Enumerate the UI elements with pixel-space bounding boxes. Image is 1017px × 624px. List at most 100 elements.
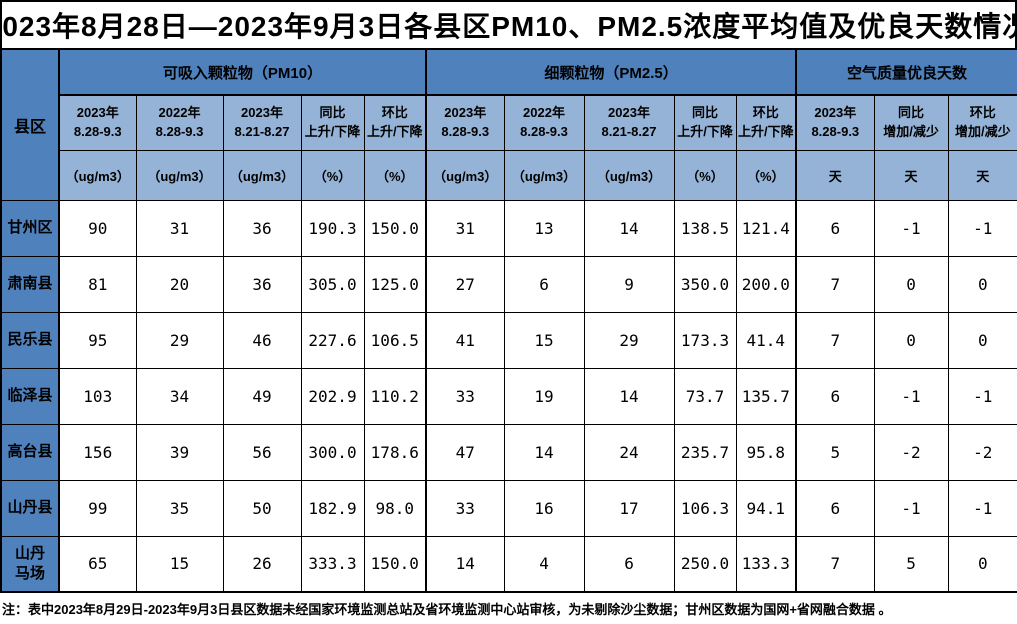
row-label: 肃南县 — [0, 255, 60, 313]
table-row: 临泽县 103 34 49 202.9 110.2 33 19 14 73.7 135.7 6 -1 -1 — [0, 367, 1017, 425]
period-header: 2022年 8.28-9.3 — [135, 94, 224, 151]
value-cell: 81 — [58, 255, 137, 313]
period-line-top: 同比 — [319, 104, 346, 120]
unit-header: （ug/m3） — [222, 149, 302, 201]
table-row: 肃南县 81 20 36 305.0 125.0 27 6 9 350.0 200.0 7 0 0 — [0, 255, 1017, 313]
value-cell: 13 — [503, 199, 585, 257]
period-header: 环比 上升/下降 — [363, 94, 427, 151]
value-cell: -1 — [873, 479, 949, 537]
unit-header: （%） — [673, 149, 737, 201]
value-cell: 333.3 — [300, 535, 365, 593]
value-cell: -1 — [873, 367, 949, 425]
period-header: 同比上升/下降 — [300, 94, 365, 151]
period-line-bottom: 8.21-8.27 — [601, 123, 657, 139]
table-row: 甘州区 90 31 36 190.3 150.0 31 13 14 138.5 121.4 6 -1 -1 — [0, 199, 1017, 257]
value-cell: 135.7 — [735, 367, 797, 425]
value-cell: 24 — [583, 423, 675, 481]
value-cell: 26 — [222, 535, 302, 593]
value-cell: 190.3 — [300, 199, 365, 257]
value-cell: 95 — [58, 311, 137, 369]
period-line-top: 环比 — [969, 104, 996, 120]
value-cell: 106.5 — [363, 311, 427, 369]
value-cell: 9 — [583, 255, 675, 313]
period-header: 环比上升/下降 — [735, 94, 797, 151]
value-cell: 106.3 — [673, 479, 737, 537]
period-line-top: 环比 — [752, 104, 779, 120]
value-cell: 14 — [425, 535, 505, 593]
value-cell: 15 — [135, 535, 224, 593]
value-cell: 29 — [135, 311, 224, 369]
period-line-bottom: 8.28-9.3 — [155, 123, 204, 139]
value-cell: 41.4 — [735, 311, 797, 369]
value-cell: 150.0 — [363, 199, 427, 257]
value-cell: -2 — [947, 423, 1017, 481]
value-cell: 138.5 — [673, 199, 737, 257]
period-line-bottom: 8.28-9.3 — [811, 123, 860, 139]
value-cell: 350.0 — [673, 255, 737, 313]
period-line-bottom: 上升/下降 — [737, 123, 794, 139]
table-row: 高台县 156 39 56 300.0 178.6 47 14 24 235.7 95.8 5 -2 -2 — [0, 423, 1017, 481]
value-cell: 36 — [222, 255, 302, 313]
table-row: 山丹县 99 35 50 182.9 98.0 33 16 17 106.3 94.1 6 -1 -1 — [0, 479, 1017, 537]
unit-header: （%） — [735, 149, 797, 201]
value-cell: 20 — [135, 255, 224, 313]
value-cell: 16 — [503, 479, 585, 537]
value-cell: 121.4 — [735, 199, 797, 257]
value-cell: 34 — [135, 367, 224, 425]
value-cell: 0 — [947, 535, 1017, 593]
value-cell: 6 — [795, 367, 875, 425]
unit-header: （ug/m3） — [503, 149, 585, 201]
unit-header: 天 — [873, 149, 949, 201]
value-cell: 182.9 — [300, 479, 365, 537]
period-line-bottom: 上升/下降 — [677, 123, 733, 139]
period-line-top: 2022年 — [523, 104, 565, 120]
table-row: 民乐县 95 29 46 227.6 106.5 41 15 29 173.3 41.4 7 0 0 — [0, 311, 1017, 369]
period-line-bottom: 上升/下降 — [304, 123, 361, 139]
value-cell: 7 — [795, 255, 875, 313]
row-label: 民乐县 — [0, 311, 60, 369]
row-label: 山丹 马场 — [0, 535, 60, 593]
period-header: 环比 增加/减少 — [947, 94, 1017, 151]
value-cell: 0 — [947, 255, 1017, 313]
value-cell: 39 — [135, 423, 224, 481]
value-cell: 300.0 — [300, 423, 365, 481]
unit-header: （ug/m3） — [583, 149, 675, 201]
unit-header: 天 — [947, 149, 1017, 201]
value-cell: 227.6 — [300, 311, 365, 369]
unit-header: 天 — [795, 149, 875, 201]
row-label: 甘州区 — [0, 199, 60, 257]
group-header-1: 可吸入颗粒物（PM10） — [57, 48, 427, 96]
period-header: 2023年 8.21-8.27 — [583, 94, 675, 151]
footnote: 注：表中2023年8月29日-2023年9月3日县区数据未经国家环境监测总站及省… — [2, 602, 892, 617]
value-cell: 6 — [503, 255, 585, 313]
value-cell: 33 — [425, 479, 505, 537]
header-row-groups: 县区 可吸入颗粒物（PM10） 细颗粒物（PM2.5） 空气质量优良天数 — [0, 48, 1017, 201]
value-cell: 133.3 — [735, 535, 797, 593]
period-header: 2023年 8.28-9.3 — [58, 94, 137, 151]
period-line-top: 2023年 — [608, 104, 650, 120]
table-row: 山丹 马场 65 15 26 333.3 150.0 14 4 6 250.0 133.3 7 5 0 — [0, 535, 1017, 593]
period-line-bottom: 8.28-9.3 — [73, 123, 122, 139]
value-cell: 6 — [795, 479, 875, 537]
period-header: 同比 增加/减少 — [873, 94, 949, 151]
value-cell: 4 — [503, 535, 585, 593]
table-body: 甘州区 90 31 36 190.3 150.0 31 13 14 138.5 121.4 6 -1 -1… — [0, 199, 1017, 593]
period-header: 2023年 8.28-9.3 — [425, 94, 505, 151]
table-header: 县区 可吸入颗粒物（PM10） 细颗粒物（PM2.5） 空气质量优良天数 2023年 8.… — [0, 48, 1017, 201]
page-title: 2023年8月28日—2023年9月3日各县区PM10、PM2.5浓度平均值及优… — [0, 0, 1017, 48]
value-cell: 173.3 — [673, 311, 737, 369]
value-cell: 0 — [873, 255, 949, 313]
value-cell: 17 — [583, 479, 675, 537]
value-cell: 31 — [425, 199, 505, 257]
value-cell: 14 — [583, 367, 675, 425]
value-cell: 5 — [873, 535, 949, 593]
group-header-2: 细颗粒物（PM2.5） — [425, 48, 797, 96]
value-cell: 156 — [58, 423, 137, 481]
value-cell: 202.9 — [300, 367, 365, 425]
value-cell: 5 — [795, 423, 875, 481]
value-cell: 90 — [58, 199, 137, 257]
period-line-top: 环比 — [381, 104, 408, 120]
value-cell: -1 — [947, 199, 1017, 257]
period-line-bottom: 8.21-8.27 — [234, 123, 290, 139]
